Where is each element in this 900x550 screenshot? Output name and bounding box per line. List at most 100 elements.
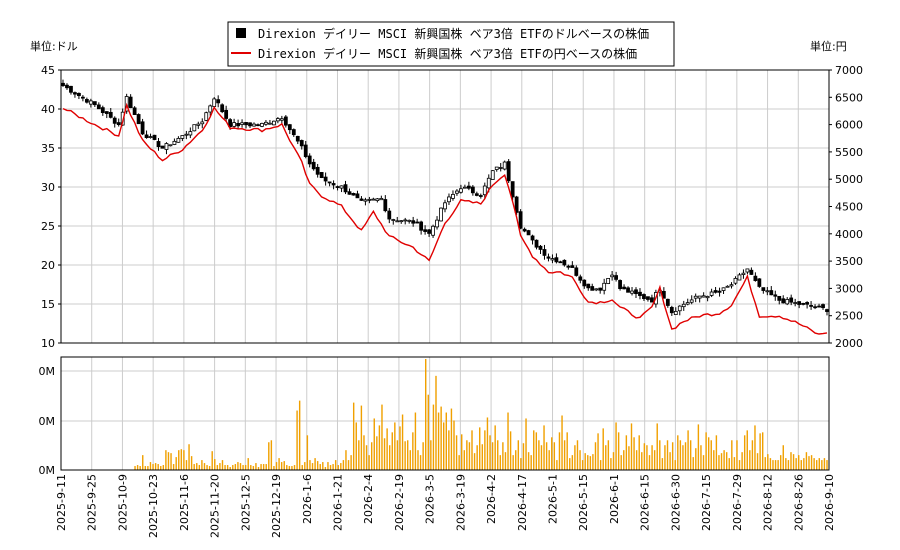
volume-bar xyxy=(190,456,193,470)
volume-bar xyxy=(450,408,453,470)
candle-body xyxy=(709,291,714,296)
volume-bar xyxy=(170,453,172,470)
x-tick-label: 2026-1-6 xyxy=(301,474,314,524)
left-price-ticks: 10 15 20 25 30 35 40 45 xyxy=(41,64,61,350)
volume-bar xyxy=(491,442,494,470)
volume-bar xyxy=(468,442,471,470)
candle-body xyxy=(474,193,479,196)
volume-bar xyxy=(329,465,332,470)
candle-body xyxy=(490,170,495,180)
volume-bar xyxy=(265,464,267,470)
volume-bar xyxy=(569,458,571,470)
candle-body xyxy=(415,221,420,224)
volume-bar xyxy=(188,444,190,470)
candle-body xyxy=(395,220,400,223)
candle-body xyxy=(69,85,73,93)
candle-body xyxy=(578,276,583,281)
candle-body xyxy=(411,220,416,224)
volume-bar xyxy=(180,449,183,470)
candle-body xyxy=(482,185,487,196)
x-tick-label: 2025-9-11 xyxy=(55,474,68,531)
volume-bar xyxy=(736,440,738,470)
volume-tick-label: 0M xyxy=(39,415,56,428)
candle-body xyxy=(817,305,821,308)
volume-bar xyxy=(311,463,314,470)
volume-bar xyxy=(322,462,324,470)
candle-body xyxy=(486,177,491,189)
candle-body xyxy=(144,134,149,139)
volume-bar xyxy=(787,460,790,470)
candle-body xyxy=(681,303,686,308)
candle-body xyxy=(443,202,447,210)
left-tick-label: 45 xyxy=(41,64,55,77)
candle-body xyxy=(506,161,511,182)
candle-body xyxy=(307,155,312,165)
volume-bar xyxy=(214,459,216,470)
volume-bar xyxy=(440,406,442,470)
volume-bar xyxy=(396,440,399,470)
candle-body xyxy=(279,118,284,121)
candle-body xyxy=(419,221,424,231)
candle-body xyxy=(451,193,455,199)
volume-bar xyxy=(283,461,285,470)
volume-bar xyxy=(334,460,337,470)
x-gridlines xyxy=(60,70,830,470)
volume-bar xyxy=(728,458,730,470)
volume-bar xyxy=(422,442,424,470)
right-tick-label: 5500 xyxy=(835,146,863,159)
volume-bar xyxy=(378,425,381,470)
volume-bar xyxy=(810,455,813,470)
left-tick-label: 40 xyxy=(41,103,55,116)
volume-bar xyxy=(782,445,784,470)
volume-bar xyxy=(823,458,826,470)
volume-bar xyxy=(566,432,568,470)
volume-bar xyxy=(203,463,206,470)
candle-body xyxy=(140,121,145,135)
volume-bar xyxy=(340,463,342,470)
volume-bar xyxy=(142,455,144,470)
volume-bar xyxy=(538,440,540,470)
candle-body xyxy=(128,96,133,109)
volume-bar xyxy=(304,462,306,470)
volume-bar xyxy=(715,435,718,470)
volume-bar xyxy=(466,440,468,470)
volume-bar xyxy=(543,425,545,470)
candle-body xyxy=(753,275,758,281)
volume-bar xyxy=(437,412,440,470)
volume-bar xyxy=(653,450,656,470)
volume-bar xyxy=(527,452,530,470)
candle-body xyxy=(785,299,790,305)
volume-bar xyxy=(689,440,692,470)
candle-body xyxy=(92,101,97,106)
volume-bar xyxy=(749,450,751,470)
volume-bar xyxy=(530,455,532,470)
volume-bar xyxy=(707,437,710,470)
volume-bar xyxy=(461,434,463,470)
candle-body xyxy=(498,167,503,169)
volume-bar xyxy=(751,440,754,470)
volume-bar xyxy=(723,450,725,470)
candle-body xyxy=(359,198,364,201)
candle-body xyxy=(582,279,587,287)
candle-body xyxy=(805,302,809,305)
candle-body xyxy=(574,267,579,276)
volume-bar xyxy=(332,464,334,470)
x-tick-label: 2026-5-1 xyxy=(547,474,560,524)
volume-bar xyxy=(432,404,435,470)
candle-body xyxy=(399,220,404,223)
volume-bar xyxy=(327,462,329,470)
candle-body xyxy=(757,278,762,287)
volume-bar xyxy=(324,467,327,470)
x-tick-label: 2025-11-6 xyxy=(178,474,191,531)
candle-body xyxy=(534,239,539,248)
volume-bar xyxy=(574,445,576,470)
right-tick-label: 7000 xyxy=(835,64,863,77)
x-tick-label: 2026-7-15 xyxy=(700,474,713,531)
x-tick-label: 2026-3-19 xyxy=(454,474,467,531)
candle-body xyxy=(200,121,205,125)
candle-body xyxy=(733,278,738,284)
candle-body xyxy=(375,198,380,201)
volume-bar xyxy=(381,404,383,470)
candle-body xyxy=(685,302,690,305)
candle-body xyxy=(260,122,264,127)
